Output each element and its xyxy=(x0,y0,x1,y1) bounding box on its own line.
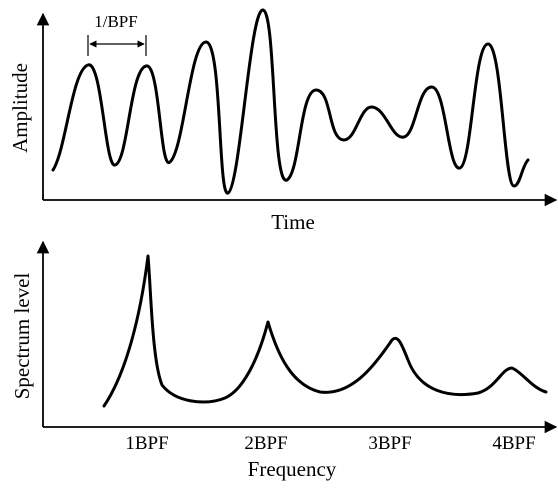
spectrum-y-axis-label: Spectrum level xyxy=(10,273,34,400)
spectrum-x-axis-label: Frequency xyxy=(248,457,337,481)
time-domain-plot: 1/BPF Amplitude Time xyxy=(8,8,558,234)
tick-label-2bpf: 2BPF xyxy=(244,433,287,454)
tick-label-4bpf: 4BPF xyxy=(492,433,535,454)
tick-label-3bpf: 3BPF xyxy=(368,433,411,454)
tick-label-1bpf: 1BPF xyxy=(125,433,168,454)
time-x-axis-label: Time xyxy=(271,210,315,234)
spectrum-curve xyxy=(102,254,548,408)
spectrum-plot: 1BPF 2BPF 3BPF 4BPF Spectrum level Frequ… xyxy=(10,240,558,481)
time-signal-curve xyxy=(51,8,530,195)
time-y-axis-label: Amplitude xyxy=(8,63,32,153)
period-label: 1/BPF xyxy=(94,12,137,31)
